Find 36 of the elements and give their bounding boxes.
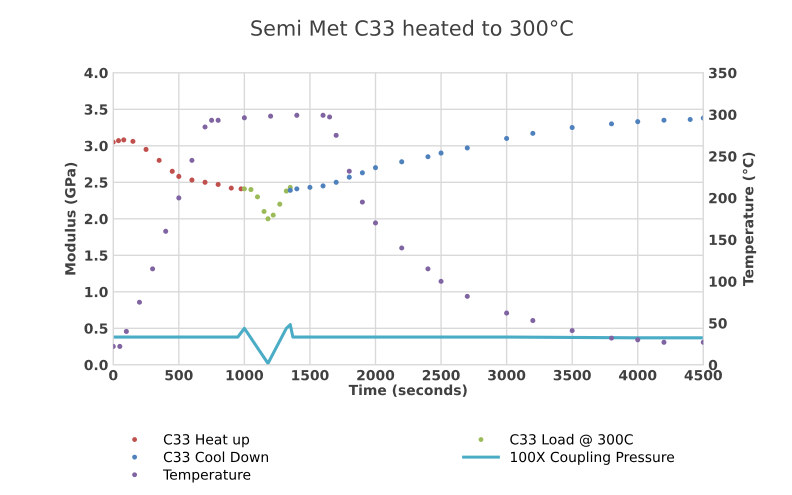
x-tick-label: 1000 — [226, 370, 264, 380]
y-tick-label: 2.5 — [84, 177, 108, 188]
chart-title: Semi Met C33 heated to 300°C — [251, 20, 573, 36]
legend-label: C33 Heat up — [164, 434, 250, 448]
y2-tick-label: 100 — [710, 276, 736, 287]
y-tick-label: 0.0 — [84, 360, 108, 370]
y-axis-title: Modulus (GPa) — [64, 162, 78, 275]
x-tick-label: 3000 — [488, 370, 526, 380]
y-tick-label: 4.0 — [84, 68, 108, 78]
y-tick-label: 1.0 — [85, 286, 108, 298]
x-tick-label: 2500 — [422, 370, 460, 380]
legend-label: C33 Load @ 300C — [510, 434, 633, 447]
y2-tick-label: 200 — [709, 192, 736, 204]
y2-tick-label: 250 — [709, 151, 736, 162]
x-tick-label: 4500 — [684, 370, 722, 380]
x-axis-title: Time (seconds) — [348, 384, 467, 397]
y2-axis-title: Temperature (°C) — [742, 152, 756, 286]
y-tick-label: 0.5 — [84, 323, 108, 334]
legend-label: Temperature — [163, 469, 250, 482]
legend-label: C33 Cool Down — [164, 451, 268, 462]
y-tick-label: 2.0 — [84, 214, 108, 224]
y-tick-label: 3.0 — [84, 140, 108, 152]
x-tick-label: 1500 — [292, 370, 329, 380]
y2-tick-label: 0 — [708, 360, 718, 370]
x-tick-label: 500 — [165, 370, 193, 380]
y-tick-label: 3.5 — [84, 104, 108, 115]
x-tick-label: 4000 — [619, 370, 656, 380]
x-tick-label: 3500 — [554, 370, 591, 380]
y2-tick-label: 50 — [709, 318, 727, 329]
x-tick-label: 2000 — [357, 370, 394, 380]
y-tick-label: 1.5 — [85, 250, 108, 261]
y2-tick-label: 150 — [710, 234, 736, 246]
legend-label: 100X Coupling Pressure — [510, 451, 674, 465]
y2-tick-label: 300 — [709, 109, 736, 120]
x-tick-label: 0 — [109, 370, 118, 380]
y2-tick-label: 350 — [709, 68, 736, 78]
